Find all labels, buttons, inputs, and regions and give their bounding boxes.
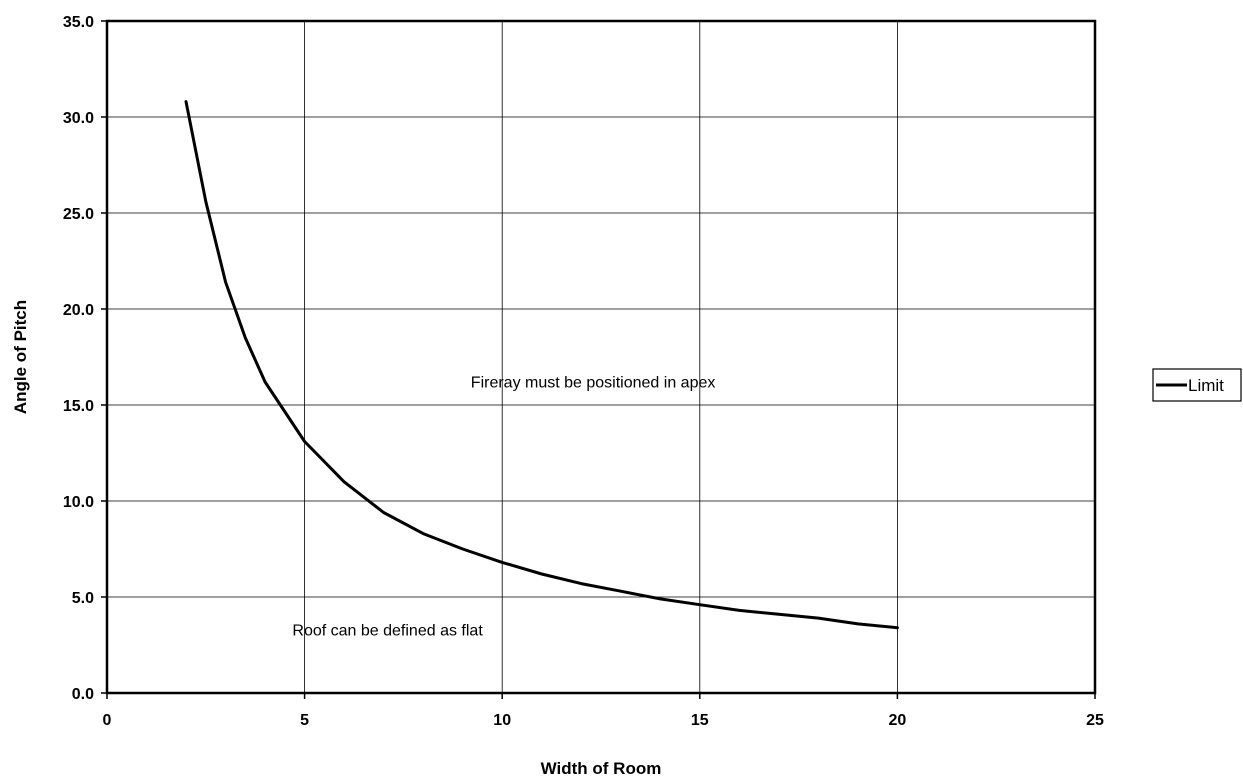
y-axis-title: Angle of Pitch: [11, 300, 30, 414]
y-tick-label: 5.0: [72, 590, 94, 607]
annotation-text: Roof can be defined as flat: [292, 622, 483, 639]
y-tick-label: 20.0: [63, 302, 94, 319]
legend: Limit: [1152, 368, 1242, 402]
x-tick-label: 5: [300, 712, 309, 729]
y-tick-label: 15.0: [63, 398, 94, 415]
x-tick-label: 25: [1086, 712, 1104, 729]
x-axis-title: Width of Room: [541, 759, 662, 777]
legend-label-limit: Limit: [1188, 376, 1224, 395]
y-tick-label: 10.0: [63, 494, 94, 511]
gridlines: [107, 21, 1095, 693]
x-tick-label: 20: [889, 712, 907, 729]
annotations: Fireray must be positioned in apex Roof c…: [292, 375, 715, 640]
y-tick-label: 30.0: [63, 110, 94, 127]
series-line-limit: [184, 100, 899, 630]
x-tick-label: 15: [691, 712, 709, 729]
x-tick-label: 10: [493, 712, 511, 729]
series-layer: [184, 100, 899, 630]
y-tick-label: 35.0: [63, 14, 94, 31]
y-tick-label: 0.0: [72, 686, 94, 703]
x-tick-label: 0: [103, 712, 112, 729]
axis-ticks: 0.0 5.0 10.0 15.0 20.0 25.0 30.0 35.0 0 5 10 15 20 25: [63, 14, 1104, 729]
annotation-text: Fireray must be positioned in apex: [471, 375, 716, 392]
plot-area: [105, 19, 1097, 695]
y-tick-label: 25.0: [63, 206, 94, 223]
